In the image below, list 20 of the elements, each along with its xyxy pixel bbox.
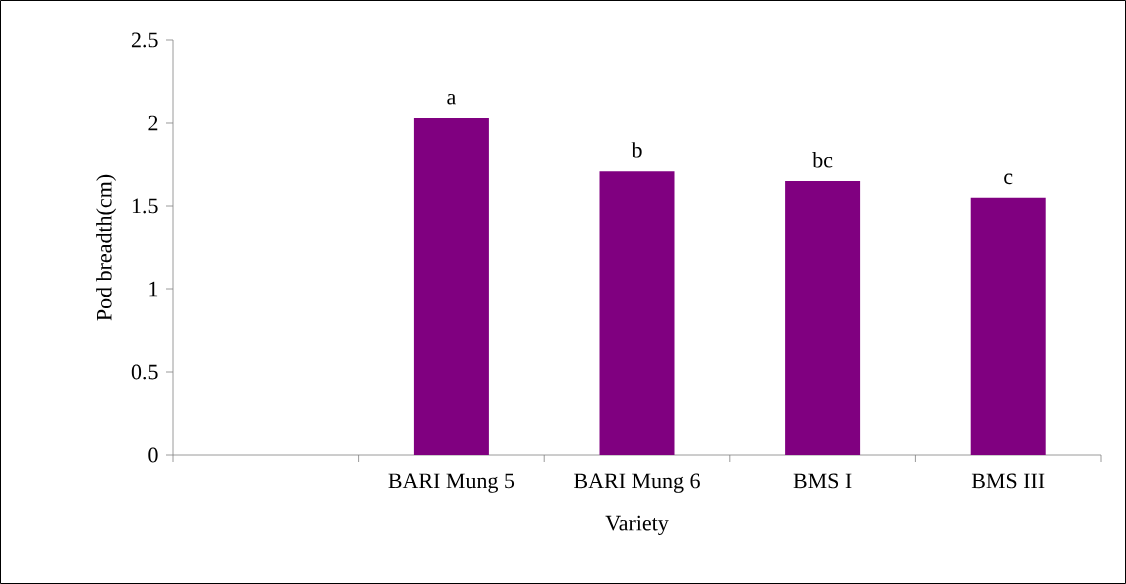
x-tick-label: BMS III bbox=[971, 473, 1045, 489]
bar bbox=[970, 197, 1046, 455]
x-tick-label: BMS I bbox=[793, 473, 852, 489]
y-axis-title: Pod breadth(cm) bbox=[96, 174, 117, 321]
y-tick-label: 1.5 bbox=[132, 198, 158, 214]
x-tick-label: BARI Mung 6 bbox=[574, 473, 700, 493]
y-tick-label: 1 bbox=[149, 281, 158, 297]
y-tick-label: 0.5 bbox=[131, 364, 158, 380]
bar bbox=[413, 118, 489, 455]
y-tick-label: 2.5 bbox=[131, 32, 158, 48]
bar bbox=[785, 181, 861, 455]
x-axis-title: Variety bbox=[605, 515, 669, 536]
y-tick-label: 0 bbox=[148, 447, 158, 463]
data-label: c bbox=[1004, 173, 1013, 185]
data-label: a bbox=[447, 93, 456, 105]
x-tick-label: BARI Mung 5 bbox=[388, 473, 515, 493]
data-label: bc bbox=[812, 152, 833, 168]
y-tick-label: 2 bbox=[148, 115, 158, 131]
data-label: b bbox=[631, 142, 642, 158]
bar bbox=[599, 171, 675, 455]
